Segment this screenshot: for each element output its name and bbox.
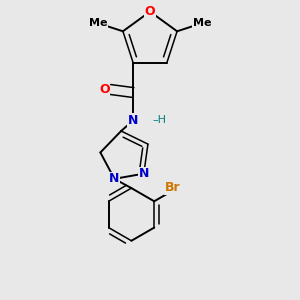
Text: –H: –H: [152, 116, 167, 125]
Text: N: N: [128, 114, 138, 127]
Text: Br: Br: [164, 181, 180, 194]
Text: N: N: [109, 172, 120, 185]
Text: Me: Me: [193, 18, 212, 28]
Text: Me: Me: [88, 18, 107, 28]
Text: N: N: [139, 167, 149, 180]
Text: O: O: [99, 83, 110, 96]
Text: O: O: [145, 5, 155, 18]
